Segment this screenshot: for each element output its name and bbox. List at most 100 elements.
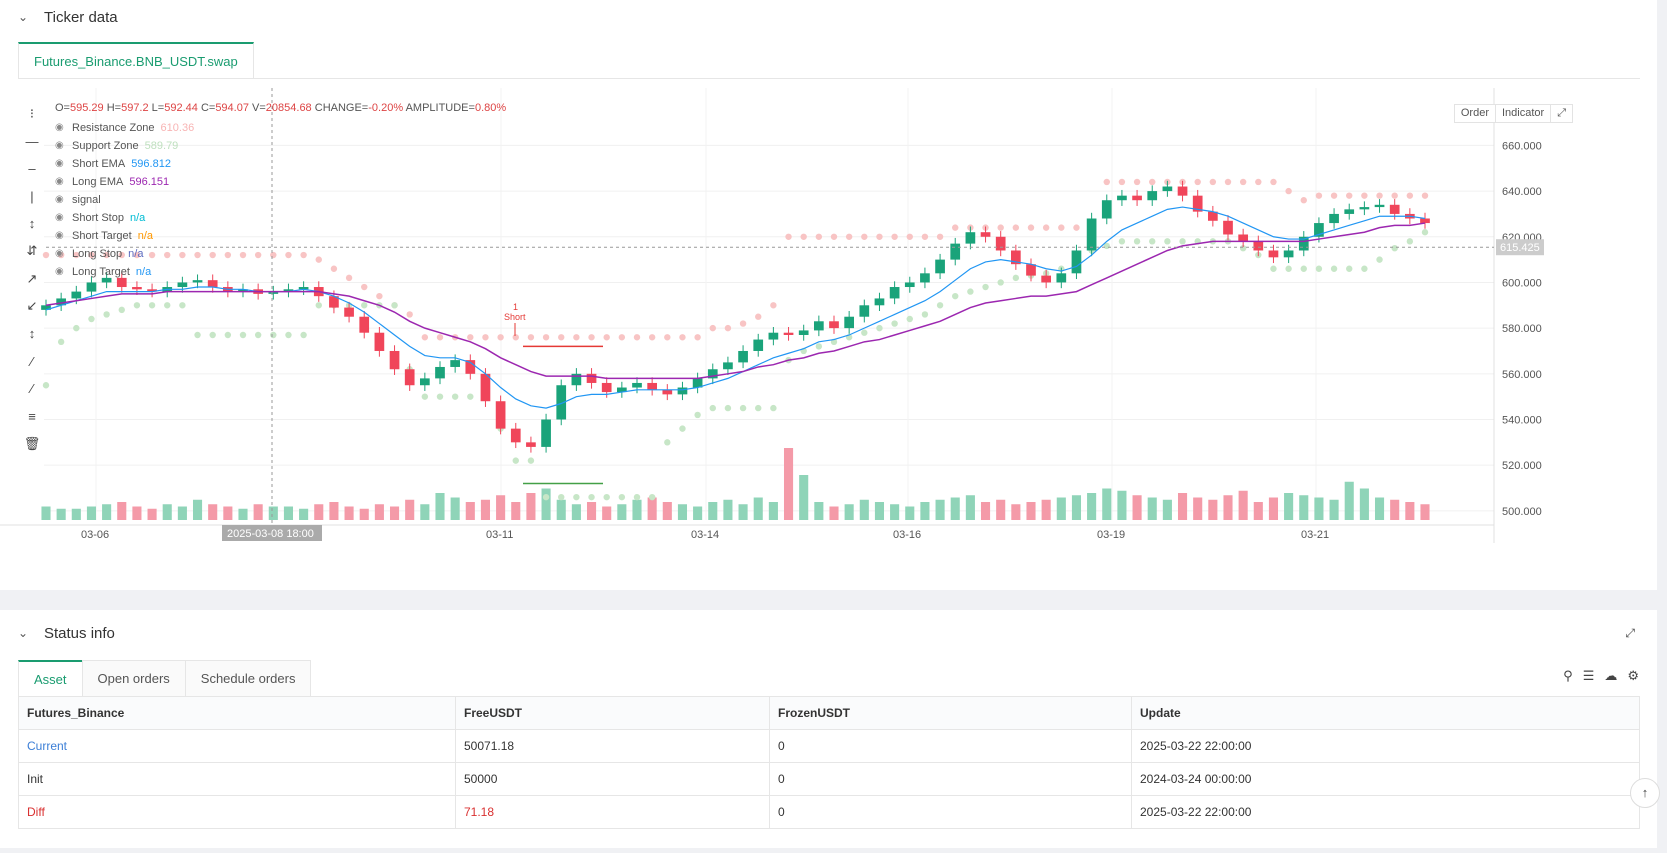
chevron-down-icon[interactable]: ⌄ <box>18 626 29 640</box>
columns-icon[interactable]: ☰ <box>1582 668 1595 683</box>
fib-retracement-tool-icon[interactable]: ≡ <box>28 408 36 424</box>
ticker-data-panel: ⌄ Ticker data Futures_Binance.BNB_USDT.s… <box>0 0 1657 590</box>
row-name[interactable]: Diff <box>18 795 456 829</box>
eye-icon[interactable]: ◉ <box>55 140 64 151</box>
resistance-dot <box>73 251 80 259</box>
back-to-top-icon[interactable]: ↑ <box>1630 778 1660 808</box>
ticker-panel-header[interactable]: ⌄ Ticker data <box>0 0 1657 34</box>
volume-bar <box>1041 499 1051 520</box>
volume-bar <box>1177 493 1188 520</box>
candle-body <box>1147 191 1158 201</box>
resistance-dot <box>194 251 201 259</box>
support-dot <box>1164 238 1171 245</box>
volume-bar <box>783 448 794 520</box>
row-name[interactable]: Init <box>18 762 456 796</box>
support-dot <box>239 331 247 339</box>
support-dot <box>285 331 292 339</box>
legend-value: n/a <box>137 230 154 242</box>
support-dot <box>315 302 322 309</box>
volume-bar <box>799 475 809 520</box>
status-panel-header[interactable]: ⌄ Status info <box>0 616 1657 650</box>
crosshair-tool-icon[interactable]: ⁝ <box>29 105 35 121</box>
legend-item[interactable]: ◉ Short EMA 596.812 <box>55 155 194 173</box>
candle-body <box>1117 195 1127 201</box>
candle-body <box>1101 200 1112 219</box>
search-icon[interactable]: ⚲ <box>1563 668 1573 683</box>
volume-bar <box>1314 497 1324 520</box>
legend-item[interactable]: ◉ Support Zone 589.79 <box>55 137 194 155</box>
expand-icon[interactable]: ⤢ <box>1625 626 1635 640</box>
row-name[interactable]: Current <box>18 729 456 763</box>
legend-item[interactable]: ◉ Long Target n/a <box>55 263 194 281</box>
eye-icon[interactable]: ◉ <box>55 158 64 169</box>
eye-icon[interactable]: ◉ <box>55 212 64 223</box>
vertical-line-tool-icon[interactable]: | <box>30 188 34 204</box>
candle-body <box>1041 275 1052 283</box>
candlestick-chart[interactable]: 660.000640.000620.000600.000580.000560.0… <box>0 88 1640 578</box>
support-dot <box>1118 238 1126 245</box>
eye-icon[interactable]: ◉ <box>55 194 64 205</box>
legend-name: signal <box>72 194 101 206</box>
legend-item[interactable]: ◉ Resistance Zone 610.36 <box>55 119 194 137</box>
eye-icon[interactable]: ◉ <box>55 248 64 259</box>
trash-icon[interactable]: 🗑 <box>23 435 41 451</box>
trend-line-tool-icon[interactable]: ↗ <box>26 270 38 286</box>
tab-ticker-symbol[interactable]: Futures_Binance.BNB_USDT.swap <box>18 42 254 78</box>
parallel-channel-tool-icon[interactable]: ∕ <box>30 353 34 369</box>
candle-body <box>374 332 385 351</box>
drawing-toolbar: ⁝ — – | ↕ ⇵ ↗ ↙ ↕ ∕ ⁄ ≡ 🗑 <box>22 100 42 458</box>
horizontal-ray-tool-icon[interactable]: – <box>28 161 36 177</box>
legend-value: 610.36 <box>160 122 195 134</box>
tab-asset[interactable]: Asset <box>18 660 83 696</box>
tab-open-orders[interactable]: Open orders <box>81 660 186 696</box>
candle-body <box>1268 250 1279 258</box>
volume-bar <box>859 499 869 520</box>
volume-bar <box>874 502 885 520</box>
volume-bar <box>374 504 384 520</box>
cloud-download-icon[interactable]: ☁ <box>1604 668 1618 683</box>
eye-icon[interactable]: ◉ <box>55 176 64 187</box>
table-row: Init 50000 0 2024-03-24 00:00:00 <box>18 762 1640 796</box>
price-range-tool-icon[interactable]: ↕ <box>28 326 36 342</box>
legend-item[interactable]: ◉ Short Stop n/a <box>55 209 194 227</box>
candle-body <box>268 291 279 294</box>
gear-icon[interactable]: ⚙ <box>1627 668 1639 683</box>
support-dot <box>876 324 883 332</box>
volume-bar <box>935 499 945 520</box>
volume-bar <box>56 508 66 520</box>
support-dot <box>118 306 125 314</box>
order-button[interactable]: Order <box>1453 104 1496 123</box>
legend-item[interactable]: ◉ Short Target n/a <box>55 227 194 245</box>
candle-body <box>753 339 764 351</box>
support-dot <box>421 393 429 400</box>
measure-tool-icon[interactable]: ⇵ <box>26 243 38 259</box>
legend-name: Resistance Zone <box>72 122 155 134</box>
eye-icon[interactable]: ◉ <box>55 122 64 133</box>
support-dot <box>1270 265 1277 272</box>
legend-item[interactable]: ◉ Long Stop n/a <box>55 245 194 263</box>
legend-item[interactable]: ◉ Long EMA 596.151 <box>55 173 194 191</box>
horizontal-line-tool-icon[interactable]: — <box>25 133 39 149</box>
tab-schedule-orders[interactable]: Schedule orders <box>184 660 312 696</box>
support-dot <box>361 302 368 309</box>
support-dot <box>1133 238 1141 245</box>
candle-body <box>1359 207 1370 210</box>
eye-icon[interactable]: ◉ <box>55 266 64 277</box>
eye-icon[interactable]: ◉ <box>55 230 64 241</box>
volume-bar <box>632 499 642 520</box>
resistance-dot <box>254 251 262 259</box>
support-dot <box>861 329 868 336</box>
resistance-dot <box>1058 224 1065 231</box>
support-dot <box>1346 265 1353 272</box>
indicator-button[interactable]: Indicator <box>1494 104 1552 123</box>
candle-body <box>874 298 885 306</box>
price-line-tool-icon[interactable]: ↕ <box>28 216 36 232</box>
support-dot <box>891 320 898 327</box>
fib-channel-tool-icon[interactable]: ⁄ <box>30 381 34 397</box>
row-free: 50071.18 <box>455 729 770 763</box>
support-dot <box>952 292 959 300</box>
fullscreen-icon[interactable]: ⤢ <box>1550 104 1573 123</box>
ray-tool-icon[interactable]: ↙ <box>26 298 38 314</box>
legend-item[interactable]: ◉ signal <box>55 191 194 209</box>
chevron-down-icon[interactable]: ⌄ <box>18 10 29 24</box>
